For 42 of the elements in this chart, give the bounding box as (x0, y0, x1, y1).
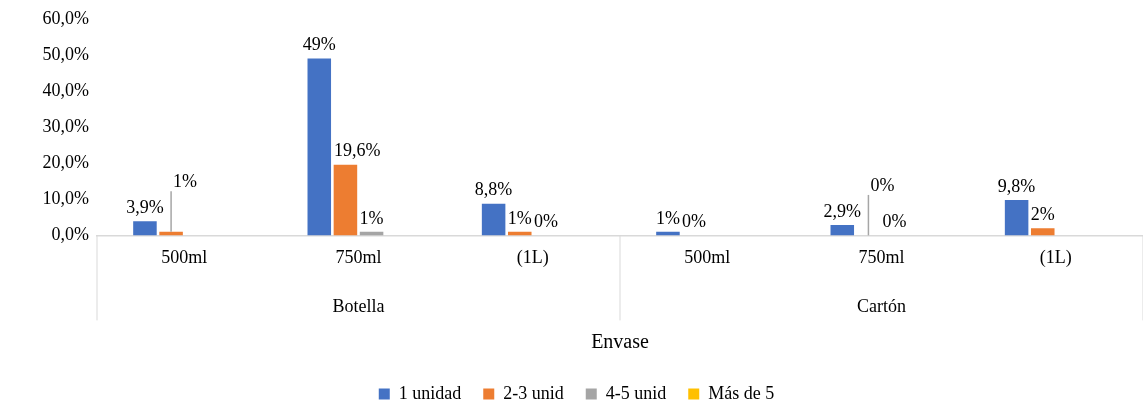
data-label: 0% (882, 211, 907, 232)
data-label: 19,6% (334, 140, 381, 161)
y-tick-label: 20,0% (42, 151, 89, 172)
legend-label: 4-5 unid (605, 382, 667, 403)
y-tick-label: 0,0% (51, 224, 89, 245)
x-tick-label: (1L) (516, 246, 549, 268)
data-label: 1% (359, 207, 384, 228)
x-tick-label: (1L) (1039, 246, 1072, 268)
y-tick-label: 60,0% (42, 7, 89, 28)
bar (1030, 228, 1055, 236)
legend-label: 1 unidad (398, 382, 462, 403)
bar (830, 224, 855, 236)
data-label: 0% (682, 211, 707, 232)
y-tick-label: 40,0% (42, 79, 89, 100)
y-tick-label: 10,0% (42, 188, 89, 209)
bar (307, 58, 332, 236)
x-tick-label: 500ml (161, 246, 208, 267)
data-label: 8,8% (474, 179, 513, 200)
text: Cartón (857, 296, 906, 317)
x-axis-title: Envase (591, 330, 649, 353)
bar (333, 164, 358, 236)
text: Botella (332, 296, 385, 317)
data-label: 3,9% (126, 197, 164, 218)
data-label: 0% (870, 174, 895, 195)
bar (481, 203, 506, 236)
bar (1004, 200, 1029, 236)
legend-label: Más de 5 (708, 382, 775, 403)
data-label: 2% (1030, 203, 1055, 224)
data-label: 1% (173, 171, 198, 192)
x-tick-label: 750ml (335, 246, 382, 267)
legend-label: 2-3 unid (503, 382, 564, 403)
data-label: 49% (302, 34, 336, 55)
data-label: 2,9% (823, 200, 862, 221)
y-tick-label: 50,0% (42, 43, 89, 64)
data-label: 9,8% (997, 175, 1036, 196)
data-label: 0% (533, 211, 558, 232)
x-tick-label: 500ml (684, 246, 731, 267)
data-label: 1% (507, 207, 532, 228)
data-label: 1% (655, 207, 680, 228)
bar (133, 221, 157, 236)
x-tick-label: 750ml (858, 246, 905, 267)
y-tick-label: 30,0% (42, 115, 89, 136)
